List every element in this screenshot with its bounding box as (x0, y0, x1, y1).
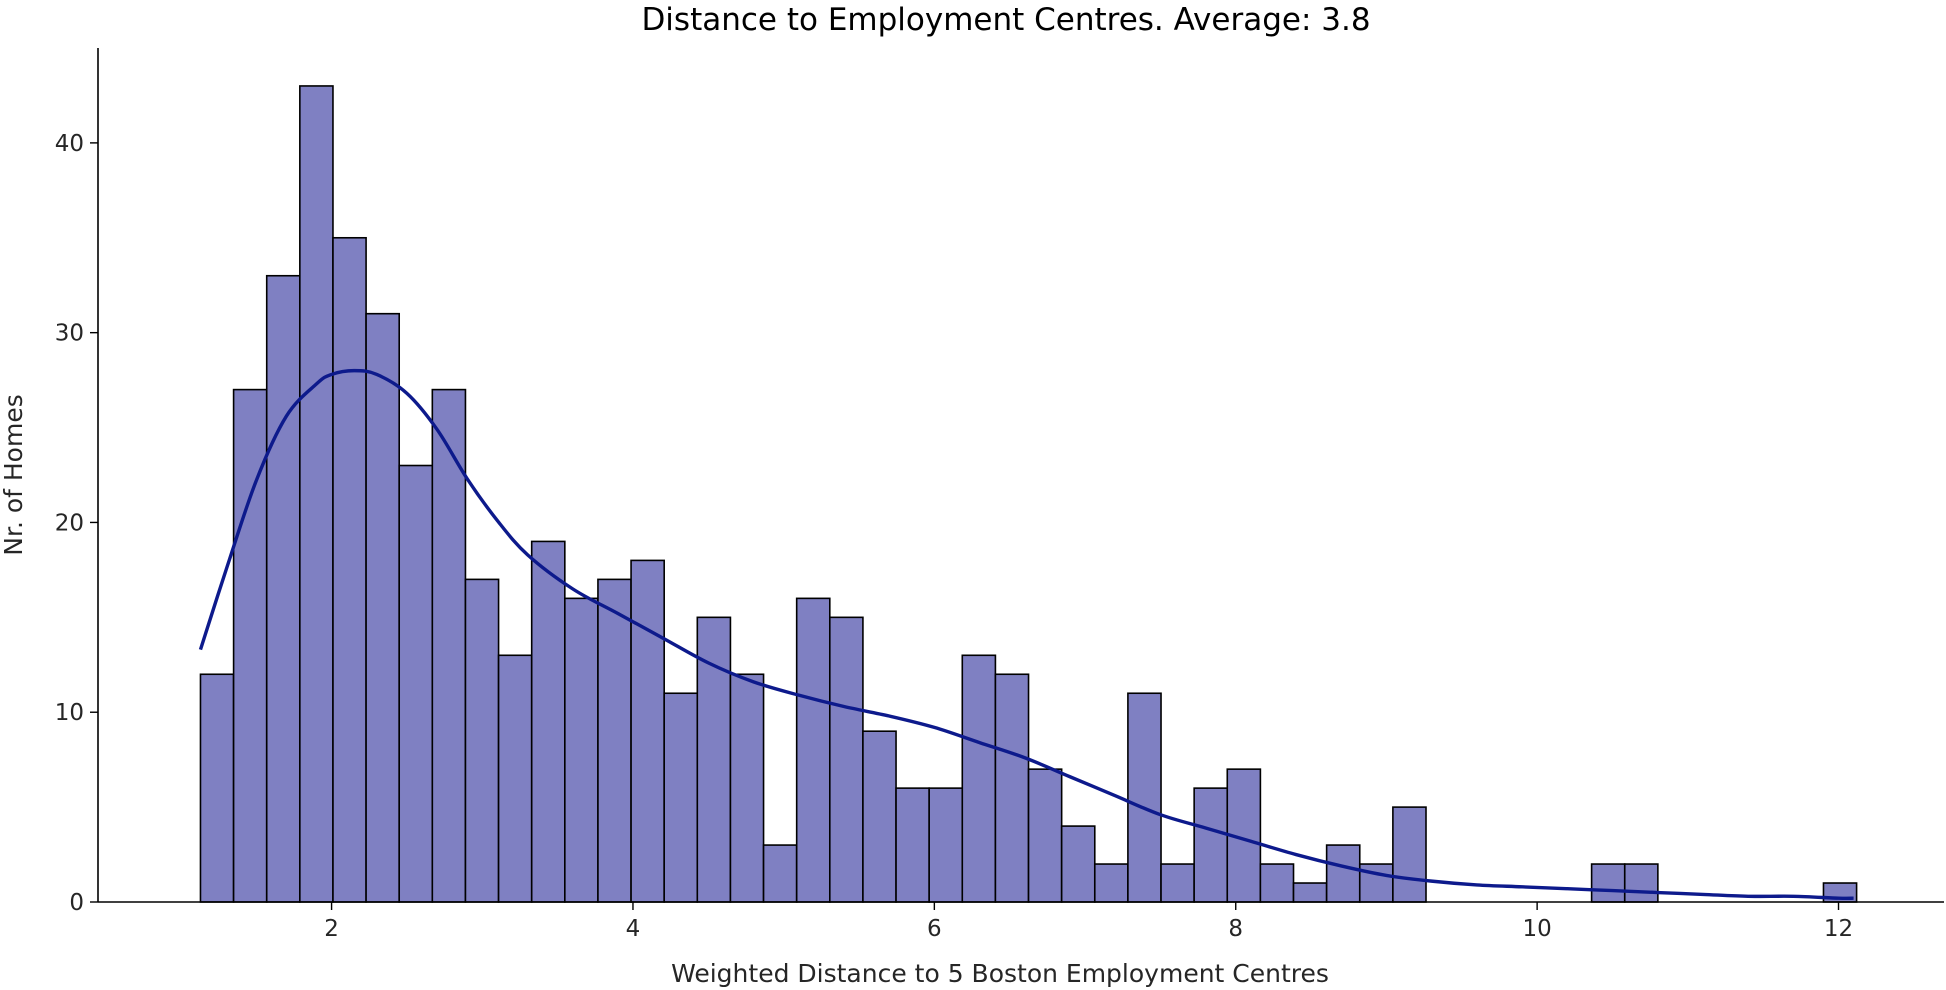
histogram-bar (1259, 863, 1295, 903)
x-tick-label: 12 (1824, 916, 1853, 942)
histogram-bar (431, 388, 467, 903)
histogram-bar (1027, 768, 1063, 903)
x-tick-label: 8 (1228, 916, 1243, 942)
kde-curve (198, 368, 1854, 901)
histogram-bar (1127, 692, 1162, 903)
histogram-bar (895, 787, 930, 903)
x-tick-label: 6 (927, 916, 942, 942)
histogram-bar (332, 236, 367, 903)
histogram-bar (497, 654, 533, 903)
histogram-bar (299, 85, 334, 903)
histogram-bar (564, 597, 599, 903)
histogram-bar (1160, 863, 1195, 903)
histogram-bar (795, 597, 831, 903)
histogram-bar (663, 692, 699, 903)
histogram-bar (928, 787, 964, 903)
histogram-bar (398, 464, 434, 903)
histogram-bar (597, 578, 632, 903)
bars-group (199, 85, 1858, 903)
histogram-bar (365, 312, 401, 903)
histogram-bar (1193, 787, 1229, 903)
histogram-bar (828, 616, 864, 903)
histogram-bar (232, 388, 268, 903)
histogram-bar (1590, 863, 1626, 903)
x-ticks-group: 2 4 6 8 10 12 (324, 902, 1853, 942)
histogram-bar (1292, 882, 1328, 903)
y-tick-label: 0 (69, 890, 84, 916)
y-axis-label: Nr. of Homes (0, 394, 28, 555)
histogram-bar (994, 673, 1030, 903)
y-tick-label: 20 (55, 510, 84, 536)
histogram-bar (1093, 863, 1129, 903)
x-tick-label: 4 (626, 916, 641, 942)
histogram-bar (729, 673, 765, 903)
x-tick-label: 2 (324, 916, 339, 942)
histogram-bar (265, 274, 301, 903)
x-axis-label: Weighted Distance to 5 Boston Employment… (671, 959, 1329, 988)
histogram-bar (862, 730, 897, 903)
histogram-bar (1623, 863, 1659, 903)
histogram-bar (961, 654, 997, 903)
y-tick-label: 30 (55, 321, 84, 347)
histogram-bar (464, 578, 500, 903)
histogram-bar (530, 540, 566, 903)
histogram-bar (1060, 825, 1096, 903)
histogram-bar (199, 673, 235, 903)
histogram-bar (762, 844, 798, 903)
y-ticks-group: 0 10 20 30 40 (55, 131, 98, 916)
chart-title: Distance to Employment Centres. Average:… (641, 2, 1370, 38)
histogram-bar (1325, 844, 1361, 903)
histogram-bar (1392, 806, 1427, 903)
x-tick-label: 10 (1522, 916, 1551, 942)
y-tick-label: 10 (55, 700, 84, 726)
histogram-bar (630, 559, 665, 903)
y-tick-label: 40 (55, 131, 84, 157)
